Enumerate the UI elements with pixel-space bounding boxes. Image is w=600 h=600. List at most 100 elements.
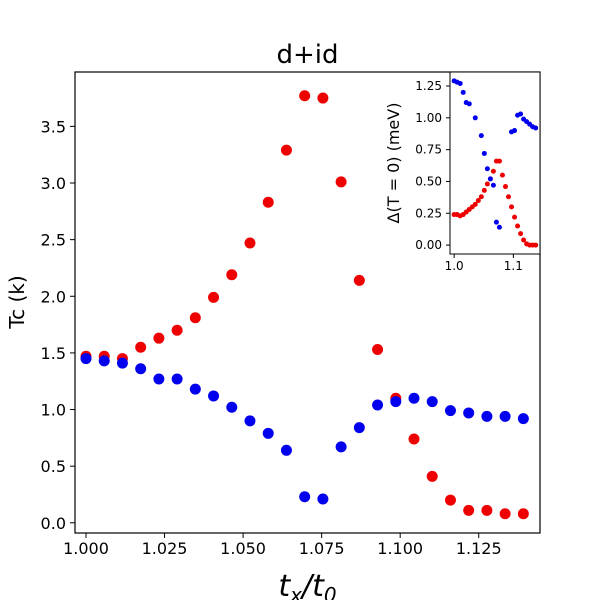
main-point-blue-18 <box>408 392 420 404</box>
inset-point-blue-22 <box>533 125 539 131</box>
main-point-blue-3 <box>135 363 147 375</box>
main-point-red-9 <box>244 237 256 249</box>
inset-point-red-22 <box>518 231 524 237</box>
main-point-blue-15 <box>353 422 365 434</box>
inset-point-blue-12 <box>493 219 499 225</box>
main-x-tick-label-1: 1.025 <box>142 539 188 558</box>
main-point-red-20 <box>444 494 456 506</box>
main-y-tick-label-5: 2.5 <box>41 231 66 250</box>
main-x-tick-label-0: 1.000 <box>63 539 109 558</box>
main-point-blue-7 <box>208 390 220 402</box>
chart-title: d+id <box>276 40 338 70</box>
main-point-red-5 <box>171 324 183 336</box>
inset-point-blue-17 <box>518 111 524 117</box>
main-point-blue-22 <box>481 410 493 422</box>
main-point-red-21 <box>463 504 475 516</box>
inset-y-tick-label-0: 0.00 <box>415 238 442 252</box>
main-point-red-15 <box>353 274 365 286</box>
main-point-blue-21 <box>463 407 475 419</box>
main-point-red-12 <box>299 90 311 102</box>
main-point-red-11 <box>280 144 292 156</box>
main-point-blue-14 <box>335 441 347 453</box>
main-point-red-4 <box>153 332 165 344</box>
inset-point-red-8 <box>475 198 481 204</box>
inset-point-blue-15 <box>512 128 518 134</box>
main-plot: 1.000 1.025 1.050 1.075 1.100 1.125 0.00.51.0… <box>5 40 541 600</box>
inset-point-blue-7 <box>478 133 484 139</box>
inset-point-red-7 <box>472 201 478 207</box>
inset-point-blue-13 <box>496 224 502 230</box>
inset-point-red-19 <box>509 204 515 210</box>
inset-points <box>451 78 539 248</box>
inset-x-ticks: 1.0 1.1 <box>445 254 523 273</box>
inset-point-blue-6 <box>472 115 478 121</box>
inset-point-blue-8 <box>481 150 487 156</box>
inset-point-blue-10 <box>487 176 493 182</box>
main-point-red-16 <box>372 344 384 356</box>
main-y-tick-label-3: 1.5 <box>41 344 66 363</box>
inset-point-red-23 <box>521 237 527 243</box>
main-point-blue-6 <box>189 383 201 395</box>
inset-point-red-27 <box>533 242 539 248</box>
main-point-red-8 <box>226 269 238 281</box>
inset-point-red-11 <box>484 181 490 187</box>
main-point-blue-24 <box>517 413 529 425</box>
main-y-tick-label-1: 0.5 <box>41 457 66 476</box>
main-point-blue-11 <box>280 444 292 456</box>
x-axis-label-main: t <box>278 569 291 600</box>
inset-x-tick-label-1: 1.1 <box>504 259 523 273</box>
main-x-ticks: 1.000 1.025 1.050 1.075 1.100 1.125 <box>63 533 502 558</box>
inset-point-red-20 <box>512 214 518 220</box>
main-points <box>80 90 529 520</box>
inset-point-red-16 <box>499 172 505 178</box>
inset-plot-frame <box>449 71 541 255</box>
main-point-blue-2 <box>116 357 128 369</box>
x-axis-label-sep: /t <box>299 569 325 600</box>
main-x-tick-label-5: 1.125 <box>456 539 502 558</box>
y-axis-label: Tc (k) <box>5 275 29 329</box>
main-point-red-24 <box>517 508 529 520</box>
main-point-blue-19 <box>426 396 438 408</box>
main-x-tick-label-3: 1.075 <box>299 539 345 558</box>
inset-y-tick-label-4: 1.00 <box>415 111 442 125</box>
main-point-blue-13 <box>317 493 329 505</box>
inset-point-blue-2 <box>457 80 463 86</box>
inset-point-red-10 <box>481 187 487 193</box>
main-y-tick-label-4: 2.0 <box>41 287 66 306</box>
main-point-red-13 <box>317 92 329 104</box>
inset-point-red-21 <box>515 223 521 229</box>
main-point-blue-4 <box>153 373 165 385</box>
main-point-blue-20 <box>444 405 456 417</box>
x-axis-label-sub2: 0 <box>324 583 337 600</box>
main-point-blue-5 <box>171 373 183 385</box>
main-point-red-19 <box>426 470 438 482</box>
inset-y-tick-label-2: 0.50 <box>415 174 442 188</box>
inset-point-blue-3 <box>460 89 466 95</box>
main-x-tick-label-4: 1.100 <box>377 539 423 558</box>
main-y-ticks: 0.0 0.5 1.0 1.5 2.0 2.5 3.0 3.5 <box>41 117 75 533</box>
main-point-blue-0 <box>80 353 92 365</box>
main-point-red-23 <box>499 508 511 520</box>
main-point-blue-10 <box>262 427 274 439</box>
inset-point-red-15 <box>496 158 502 164</box>
main-x-tick-label-2: 1.050 <box>220 539 266 558</box>
inset-plot: 1.0 1.1 0.00 0.25 0.50 0.75 1.00 1.25 Δ(T = 0)… <box>384 71 541 273</box>
inset-y-axis-label: Δ(T = 0) (meV) <box>384 103 403 224</box>
inset-point-red-17 <box>502 184 508 190</box>
main-point-blue-9 <box>244 415 256 427</box>
inset-y-tick-label-1: 0.25 <box>415 206 442 220</box>
inset-point-blue-9 <box>484 166 490 172</box>
inset-y-tick-label-3: 0.75 <box>415 143 442 157</box>
inset-y-tick-label-5: 1.25 <box>415 79 442 93</box>
main-y-tick-label-2: 1.0 <box>41 401 66 420</box>
main-point-blue-12 <box>299 491 311 503</box>
main-point-blue-16 <box>372 399 384 411</box>
main-point-red-14 <box>335 176 347 188</box>
main-y-tick-label-7: 3.5 <box>41 117 66 136</box>
x-axis-label: tx/t0 <box>278 569 336 600</box>
main-point-red-6 <box>189 312 201 324</box>
main-point-red-10 <box>262 196 274 208</box>
inset-x-tick-label-0: 1.0 <box>445 259 464 273</box>
inset-point-red-9 <box>478 194 484 200</box>
